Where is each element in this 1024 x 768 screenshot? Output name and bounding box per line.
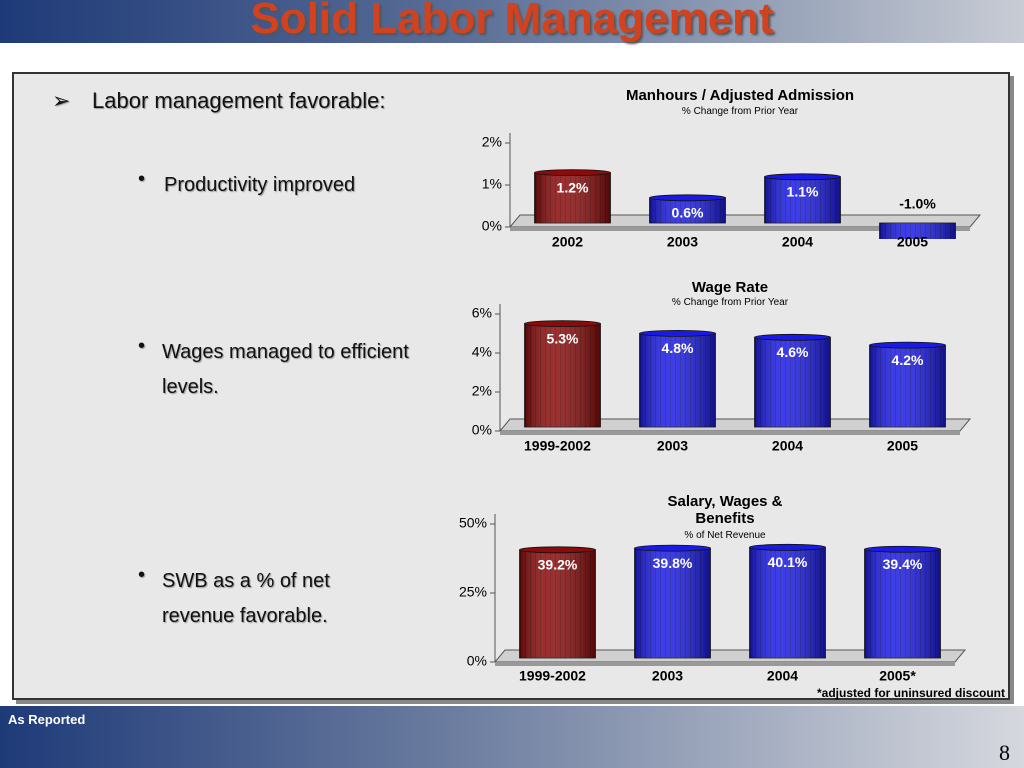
value-label: 39.4% [883,556,923,572]
y-tick-label: 4% [472,344,492,360]
x-tick-label: 1999-2002 [519,668,586,684]
y-tick-label: 0% [482,218,502,234]
value-label: 4.8% [662,340,694,356]
value-label: 39.8% [653,555,693,571]
bar-shade [524,323,601,427]
bar-shade [864,549,941,658]
x-tick-label: 2003 [667,234,698,250]
top-bar [0,0,1024,43]
chart-subtitle: % Change from Prior Year [681,106,799,117]
value-label: 4.6% [777,344,809,360]
bar-shade [879,223,956,239]
footer: As Reported [8,712,86,727]
floor-front [495,662,955,666]
bar-top [534,169,611,177]
chart-title: Manhours / Adjusted Admission [625,87,855,104]
bar-group [634,547,711,659]
bar-top [864,545,941,553]
bar-group [519,549,596,659]
value-label: 5.3% [547,330,579,346]
chart-subtitle: % of Net Revenue [684,530,766,541]
bar-group [869,344,946,428]
floor-front [500,431,960,435]
bullet-dot: • [138,564,146,586]
y-tick-label: 6% [472,305,492,321]
main-bullet: Labor management favorable: [92,88,386,113]
page-number: 8 [999,740,1010,765]
bar-top [649,194,726,202]
x-tick-label: 2005* [879,668,916,684]
x-tick-label: 2005 [897,234,928,250]
bar-shade [639,333,716,427]
bullet: SWB as a % of net revenue favorable. [162,570,330,627]
bar-top [869,341,946,349]
y-tick-label: 2% [472,383,492,399]
panel [12,72,1010,700]
chart-subtitle: % Change from Prior Year [671,297,789,308]
x-tick-label: 2002 [552,234,583,250]
slide-title: Solid Labor Management [250,0,774,43]
bar-top [634,544,711,552]
bar-top [639,329,716,337]
bar-shade [754,337,831,427]
value-label: 1.2% [557,179,589,195]
bar-group [534,172,611,224]
x-tick-label: 2004 [782,234,813,250]
bar-top [754,333,831,341]
bar-group [879,222,956,239]
y-tick-label: 0% [467,653,487,669]
bar-group [764,176,841,224]
chart-title: Salary, Wages & Benefits [667,493,783,527]
y-tick-label: 25% [459,584,487,600]
value-label: 4.2% [892,352,924,368]
bar-shade [534,172,611,223]
bar-shade [649,197,726,223]
bar-shade [519,549,596,658]
bar-top [524,320,601,328]
bar-top [749,543,826,551]
bar-shade [634,548,711,658]
x-tick-label: 2004 [772,438,803,454]
value-label: -1.0% [899,196,936,212]
bar-group [749,546,826,659]
bar-group [754,336,831,428]
y-tick-label: 50% [459,515,487,531]
footnote: *adjusted for uninsured discount [816,686,1005,700]
bar-shade [749,547,826,658]
bullet: Productivity improved [164,174,356,196]
bar-group [649,197,726,224]
x-tick-label: 2003 [657,438,688,454]
value-label: 0.6% [672,205,704,221]
x-tick-label: 1999-2002 [524,438,591,454]
x-tick-label: 2005 [887,438,918,454]
y-tick-label: 0% [472,422,492,438]
value-label: 40.1% [768,554,808,570]
bar-shade [869,345,946,427]
chart-title: Wage Rate [691,279,769,296]
arrow-bullet: ➢ [52,88,71,113]
bar-group [864,548,941,659]
bar-group [639,332,716,428]
y-tick-label: 2% [482,134,502,150]
bar-top [764,173,841,181]
bottom-bar [0,706,1024,768]
value-label: 1.1% [787,184,819,200]
bullet-dot: • [138,335,146,357]
bar-top [519,546,596,554]
value-label: 39.2% [538,557,578,573]
x-tick-label: 2004 [767,668,798,684]
bullet: Wages managed to efficient levels. [162,341,409,398]
x-tick-label: 2003 [652,668,683,684]
bullet-dot: • [138,168,146,190]
y-tick-label: 1% [482,176,502,192]
floor-front [510,227,970,231]
bar-shade [764,176,841,223]
